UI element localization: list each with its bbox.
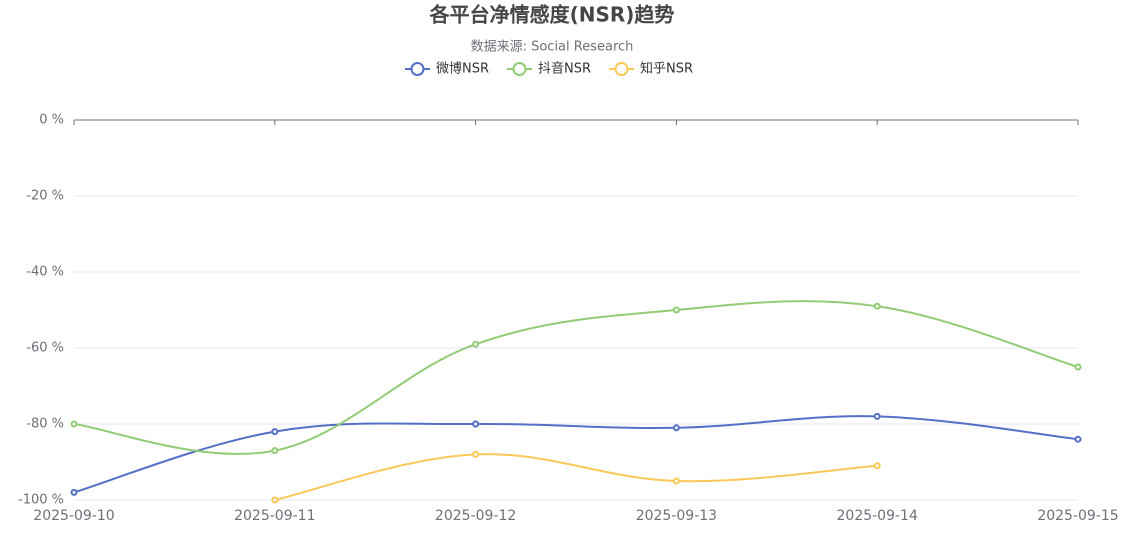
legend-label: 微博NSR [436,62,489,77]
data-point [672,306,680,314]
x-tick-label: 2025-09-10 [33,508,114,524]
legend-marker [614,62,629,76]
series-line [73,300,1079,455]
data-point [672,477,680,485]
data-point [271,428,279,436]
data-point [1074,435,1082,443]
data-point [271,447,279,455]
data-point [672,424,680,432]
data-point [271,496,279,504]
data-point [472,450,480,458]
legend-marker [512,62,527,76]
y-tick-label: -20 % [26,189,64,204]
x-tick-label: 2025-09-13 [636,508,717,524]
legend-marker [410,62,425,76]
legend-label: 知乎NSR [640,61,693,77]
x-tick-label: 2025-09-15 [1037,508,1118,524]
data-point [70,420,78,428]
data-point [70,488,78,496]
series-line [73,415,1079,494]
x-tick-label: 2025-09-12 [435,508,516,524]
y-tick-label: -100 % [18,493,64,508]
y-tick-label: -60 % [26,341,64,356]
data-point [472,340,480,348]
legend-label: 抖音NSR [538,61,591,77]
y-tick-label: 0 % [39,113,64,128]
chart-title: 各平台净情感度(NSR)趋势 [429,3,675,27]
data-point [472,420,480,428]
y-tick-label: -40 % [26,265,64,280]
chart-subtitle: 数据来源: Social Research [471,40,634,55]
y-tick-label: -80 % [26,417,64,432]
data-point [1074,363,1082,371]
x-tick-label: 2025-09-11 [234,508,315,524]
data-point [873,302,881,310]
data-point [873,412,881,420]
series-line [274,453,878,501]
data-point [873,462,881,470]
x-tick-label: 2025-09-14 [837,508,918,524]
